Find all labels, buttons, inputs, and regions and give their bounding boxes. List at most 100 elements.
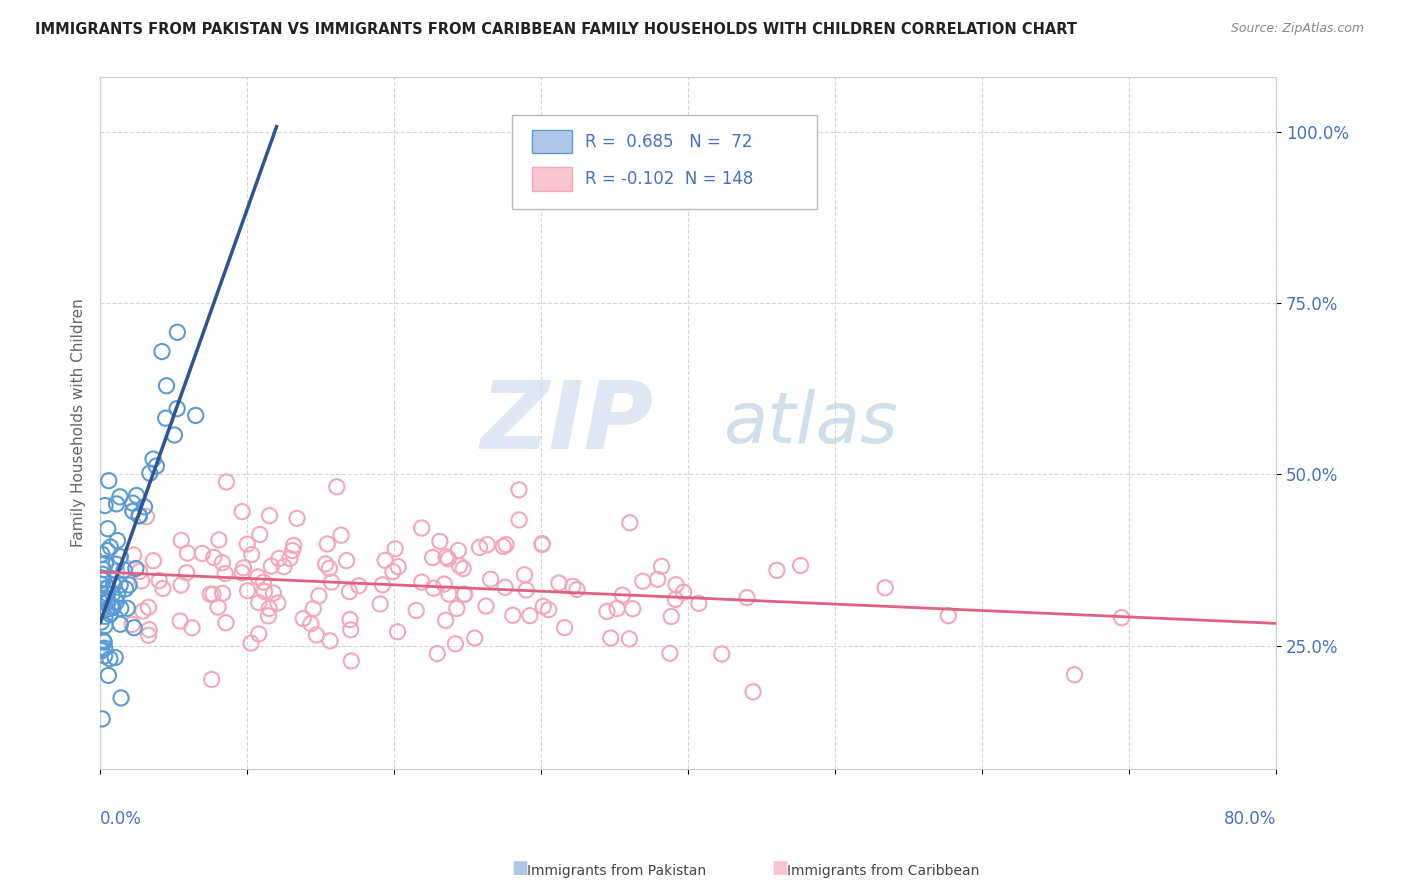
Point [599, 631, 621, 645]
Point [495, 538, 517, 552]
Point [368, 597, 391, 611]
Point [98, 651, 121, 665]
Point [492, 540, 515, 554]
Point [145, 459, 167, 474]
Point [252, 575, 274, 590]
Point [612, 588, 634, 602]
Point [155, 378, 177, 392]
Point [434, 549, 457, 564]
Point [766, 563, 789, 577]
Point [138, 628, 160, 642]
Point [208, 533, 231, 547]
Point [100, 540, 122, 554]
Point [446, 601, 468, 615]
Point [232, 561, 254, 575]
Point [122, 504, 145, 518]
Point [339, 613, 361, 627]
Point [285, 511, 308, 525]
Point [166, 325, 188, 339]
Point [94, 609, 117, 624]
Point [200, 587, 222, 601]
Point [672, 585, 695, 599]
Point [201, 673, 224, 687]
Point [1111, 610, 1133, 624]
Point [128, 508, 150, 523]
Point [321, 575, 343, 590]
Point [96, 543, 118, 558]
Point [451, 561, 474, 575]
Point [201, 587, 224, 601]
Point [236, 537, 259, 551]
Point [138, 623, 160, 637]
Point [554, 621, 576, 635]
Point [447, 543, 470, 558]
Point [97, 595, 120, 609]
Point [292, 611, 315, 625]
Point [247, 627, 270, 641]
Point [170, 533, 193, 548]
Point [454, 587, 477, 601]
Point [91, 712, 114, 726]
Point [105, 558, 128, 572]
Point [651, 559, 673, 574]
Point [90, 547, 112, 561]
Text: Source: ZipAtlas.com: Source: ZipAtlas.com [1230, 22, 1364, 36]
Point [257, 608, 280, 623]
Point [215, 475, 238, 489]
Point [464, 631, 486, 645]
Point [96, 602, 118, 616]
Point [91, 567, 114, 582]
Point [253, 584, 276, 599]
Point [688, 596, 710, 610]
Text: Immigrants from Caribbean: Immigrants from Caribbean [787, 863, 980, 878]
Point [283, 538, 305, 552]
Point [531, 599, 554, 614]
Point [131, 574, 153, 588]
Point [110, 690, 132, 705]
Point [114, 582, 136, 596]
Point [90, 577, 112, 591]
Point [449, 558, 471, 573]
Point [93, 573, 115, 587]
Point [91, 633, 114, 648]
Point [166, 401, 188, 416]
Point [519, 608, 541, 623]
Point [104, 650, 127, 665]
Point [110, 617, 132, 632]
Point [318, 561, 340, 575]
Point [434, 613, 457, 627]
Point [246, 570, 269, 584]
Point [659, 609, 682, 624]
Point [631, 574, 654, 589]
Point [259, 508, 281, 523]
Point [422, 550, 444, 565]
Point [105, 533, 128, 548]
Point [531, 537, 554, 551]
Point [184, 409, 207, 423]
Point [142, 452, 165, 467]
Point [742, 685, 765, 699]
Point [97, 522, 120, 536]
Point [479, 572, 502, 586]
Point [508, 513, 530, 527]
Point [207, 600, 229, 615]
Point [515, 582, 537, 597]
Point [121, 504, 143, 518]
Point [121, 496, 143, 510]
Point [411, 521, 433, 535]
Point [94, 499, 117, 513]
Point [426, 647, 449, 661]
Point [444, 637, 467, 651]
Point [176, 566, 198, 580]
Point [110, 601, 132, 615]
Point [121, 617, 143, 632]
Point [468, 541, 491, 555]
Point [405, 603, 427, 617]
Point [384, 541, 406, 556]
Text: R =  0.685   N =  72: R = 0.685 N = 72 [585, 133, 752, 151]
Point [105, 595, 128, 609]
Point [90, 644, 112, 658]
Point [97, 593, 120, 607]
Point [96, 586, 118, 600]
Point [422, 581, 444, 595]
